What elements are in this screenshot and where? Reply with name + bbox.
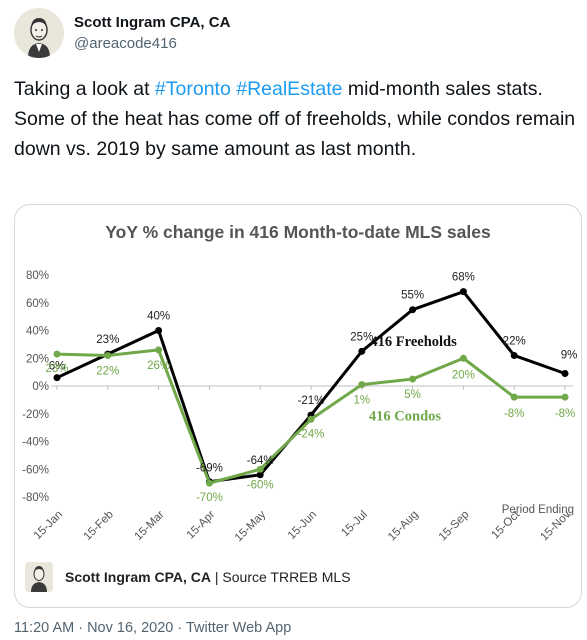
point-freeholds	[459, 288, 467, 296]
data-label-freeholds: -21%	[298, 395, 325, 407]
point-condos	[205, 479, 213, 487]
point-freeholds	[256, 471, 264, 479]
author-name[interactable]: Scott Ingram CPA, CA	[74, 14, 231, 31]
data-label-condos: -8%	[555, 408, 575, 420]
point-condos	[256, 465, 264, 473]
media-card[interactable]: YoY % change in 416 Month-to-date MLS sa…	[14, 204, 582, 608]
y-tick-label: 40%	[26, 326, 49, 338]
tweet-timestamp[interactable]: 11:20 AM · Nov 16, 2020 · Twitter Web Ap…	[14, 620, 292, 636]
hashtag-toronto[interactable]: #Toronto	[154, 78, 231, 100]
x-tick-label: 15-Jun	[286, 509, 319, 542]
point-freeholds	[155, 327, 163, 334]
avatar[interactable]	[14, 8, 64, 58]
data-label-freeholds: 6%	[49, 361, 66, 373]
x-axis-caption: Period Ending	[502, 504, 574, 516]
data-label-freeholds: 23%	[96, 334, 119, 346]
data-label-condos: 26%	[147, 360, 170, 372]
data-label-condos: 23%	[45, 363, 68, 375]
chart-title: YoY % change in 416 Month-to-date MLS sa…	[105, 222, 491, 242]
point-freeholds	[561, 370, 569, 378]
chart-source-line: Scott Ingram CPA, CA | Source TRREB MLS	[65, 569, 351, 585]
hashtag-realestate[interactable]: #RealEstate	[236, 78, 343, 100]
point-freeholds	[358, 347, 366, 355]
line-chart: YoY % change in 416 Month-to-date MLS sa…	[22, 222, 578, 544]
tweet-text: Taking a look at #Toronto #RealEstate mi…	[14, 74, 579, 164]
point-condos	[409, 375, 417, 383]
data-label-freeholds: 25%	[350, 331, 373, 343]
y-tick-label: -20%	[22, 409, 49, 421]
x-tick-label: 15-Aug	[386, 509, 421, 544]
tweet-text-lead: Taking a look at	[14, 78, 155, 100]
chart-footer-separator: |	[210, 569, 223, 585]
x-tick-label: 15-Sep	[437, 509, 472, 544]
point-condos	[459, 354, 467, 362]
point-condos	[104, 351, 112, 359]
data-label-condos: 20%	[452, 369, 475, 381]
footer-avatar	[25, 562, 53, 592]
data-label-freeholds: 40%	[147, 311, 170, 323]
data-label-condos: 1%	[353, 395, 370, 407]
point-freeholds	[510, 351, 518, 359]
data-label-condos: -60%	[247, 479, 274, 491]
point-condos	[561, 393, 569, 401]
series-name-condos: 416 Condos	[369, 409, 441, 425]
data-label-freeholds: 22%	[503, 335, 526, 347]
y-tick-label: 80%	[26, 270, 49, 282]
y-tick-label: 60%	[26, 298, 49, 310]
data-label-condos: 5%	[404, 389, 421, 401]
x-tick-label: 15-Apr	[185, 509, 218, 542]
x-tick-label: 15-Jul	[339, 509, 370, 540]
point-condos	[307, 415, 315, 423]
y-tick-label: 0%	[32, 381, 49, 393]
y-tick-label: 20%	[26, 353, 49, 365]
data-label-condos: -8%	[504, 408, 524, 420]
x-tick-label: 15-Feb	[82, 509, 116, 543]
data-label-freeholds: -64%	[247, 455, 274, 467]
tweet-text-rest: mid-month sales stats. Some of the heat …	[14, 78, 576, 160]
x-tick-label: 15-May	[233, 508, 269, 544]
point-condos	[53, 350, 61, 358]
point-condos	[358, 381, 366, 389]
data-label-condos: -24%	[298, 428, 325, 440]
y-tick-label: -40%	[22, 437, 49, 449]
series-name-freeholds: 416 Freeholds	[370, 334, 457, 350]
chart-footer-author: Scott Ingram CPA, CA	[65, 569, 211, 585]
x-tick-label: 15-Jan	[32, 509, 65, 542]
point-condos	[510, 393, 518, 401]
point-condos	[155, 346, 163, 354]
point-freeholds	[409, 306, 417, 314]
author-handle[interactable]: @areacode416	[74, 35, 177, 52]
data-label-freeholds: 55%	[401, 290, 424, 302]
point-freeholds	[53, 374, 61, 382]
data-label-condos: 22%	[96, 365, 119, 377]
data-label-freeholds: -69%	[196, 463, 223, 475]
chart-footer-source: Source TRREB MLS	[222, 569, 351, 585]
data-label-freeholds: 9%	[561, 350, 578, 362]
y-tick-label: -60%	[22, 464, 49, 476]
data-label-condos: -70%	[196, 492, 223, 504]
data-label-freeholds: 68%	[452, 272, 475, 284]
y-tick-label: -80%	[22, 492, 49, 504]
x-tick-label: 15-Mar	[132, 509, 166, 543]
